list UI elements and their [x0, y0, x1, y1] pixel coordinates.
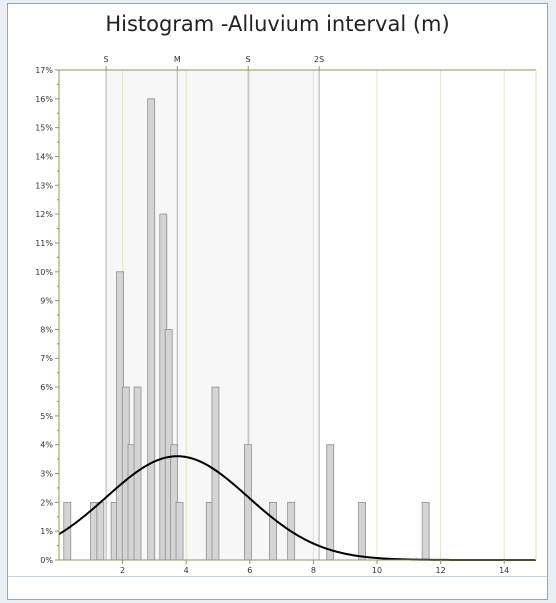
y-tick-label: 11%: [35, 239, 53, 248]
y-tick-label: 1%: [40, 527, 53, 536]
top-axis-label: M: [174, 55, 181, 64]
chart-title: Histogram -Alluvium interval (m): [105, 12, 450, 36]
y-tick-label: 2%: [40, 498, 53, 507]
top-axis-label: 2S: [314, 55, 324, 64]
histogram-bar: [147, 98, 156, 561]
y-tick-label: 12%: [35, 210, 53, 219]
y-tick-label: 6%: [40, 383, 53, 392]
histogram-chart: 0% 1% 2% 3% 4% 5% 6% 7% 8% 9% 10% 11% 12% 13% 14% 15% 16…: [35, 55, 537, 574]
x-tick-label: 12: [436, 566, 446, 574]
y-tick-label: 13%: [35, 181, 53, 190]
histogram-bar: [175, 501, 184, 561]
y-tick-label: 14%: [35, 152, 53, 161]
y-tick-label: 16%: [35, 95, 53, 104]
y-tick-label: 10%: [35, 268, 53, 277]
histogram-bar: [243, 444, 252, 561]
histogram-bar: [211, 386, 220, 561]
histogram-bar: [96, 501, 105, 561]
top-axis-label: S: [246, 55, 251, 64]
y-tick-label: 4%: [40, 441, 53, 450]
status-bar: [8, 576, 547, 599]
histogram-bar: [269, 501, 277, 561]
y-tick-label: 7%: [40, 354, 53, 363]
y-tick-label: 3%: [40, 470, 53, 479]
x-tick-label: 10: [372, 566, 382, 574]
chart-window: Histogram -Alluvium interval (m) 0% 1% 2% 3…: [7, 3, 548, 600]
top-axis-label: S: [104, 55, 109, 64]
histogram-bar: [421, 501, 430, 561]
histogram-bar: [326, 444, 335, 561]
x-tick-label: 4: [184, 566, 189, 574]
x-tick-label: 2: [120, 566, 125, 574]
y-tick-label: 8%: [40, 325, 53, 334]
y-tick-label: 17%: [35, 66, 53, 75]
x-tick-label: 8: [311, 566, 316, 574]
y-tick-label: 5%: [40, 412, 53, 421]
y-tick-label: 9%: [40, 297, 53, 306]
x-tick-label: 14: [499, 566, 509, 574]
x-tick-label: 6: [247, 566, 252, 574]
histogram-bar: [358, 501, 366, 561]
y-tick-label: 15%: [35, 124, 53, 133]
y-tick-label: 0%: [40, 556, 53, 565]
